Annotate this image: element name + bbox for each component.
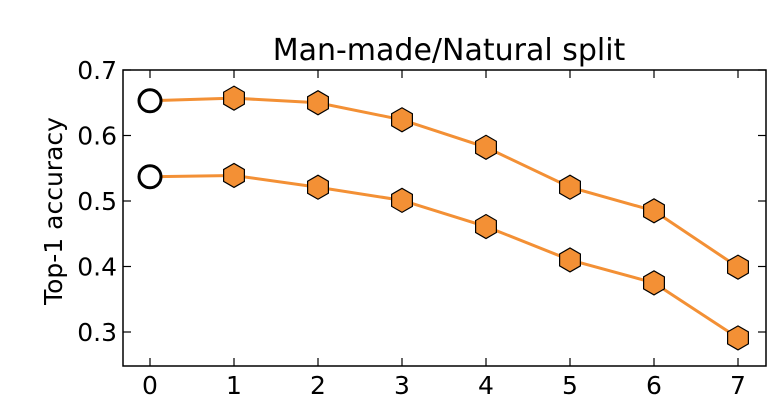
x-tick-label: 1 xyxy=(226,371,242,400)
x-tick-label: 6 xyxy=(646,371,662,400)
series-2-point xyxy=(643,270,665,296)
y-tick-label: 0.6 xyxy=(77,122,117,151)
series-1-point xyxy=(559,174,581,200)
x-tick-label: 4 xyxy=(478,371,494,400)
x-tick-label: 2 xyxy=(310,371,326,400)
series-2-baseline-point xyxy=(137,164,163,190)
series-2-point xyxy=(223,162,245,189)
y-axis-label: Top-1 accuracy xyxy=(39,117,68,306)
series-2-point xyxy=(727,325,749,351)
series-2-line xyxy=(149,173,739,340)
chart-title: Man-made/Natural split xyxy=(273,33,626,68)
series-1-point xyxy=(307,90,329,116)
series-1-point xyxy=(391,107,413,133)
y-tick-label: 0.3 xyxy=(77,318,117,347)
y-tick-label: 0.4 xyxy=(77,253,117,282)
x-ticks: 0 1 2 3 4 5 6 7 xyxy=(142,70,746,400)
y-tick-label: 0.7 xyxy=(77,56,117,85)
y-ticks: 0.3 0.4 0.5 0.6 0.7 xyxy=(77,56,766,347)
series-1-point xyxy=(643,198,665,224)
x-tick-label: 0 xyxy=(142,371,158,400)
series-2-point xyxy=(391,187,413,214)
series-group xyxy=(137,85,749,351)
x-tick-label: 5 xyxy=(562,371,578,400)
series-2-point xyxy=(475,213,497,240)
series-1-line xyxy=(149,96,739,269)
x-tick-label: 7 xyxy=(730,371,746,400)
axes-frame xyxy=(122,69,767,367)
plot-frame xyxy=(122,69,767,367)
series-1-point xyxy=(223,85,245,111)
series-2-point xyxy=(559,247,581,273)
y-tick-label: 0.5 xyxy=(77,187,117,216)
x-tick-label: 3 xyxy=(394,371,410,400)
series-1-point xyxy=(475,134,497,160)
series-1-point xyxy=(727,254,749,280)
series-1-baseline-point xyxy=(137,88,163,114)
series-2-point xyxy=(307,174,329,200)
